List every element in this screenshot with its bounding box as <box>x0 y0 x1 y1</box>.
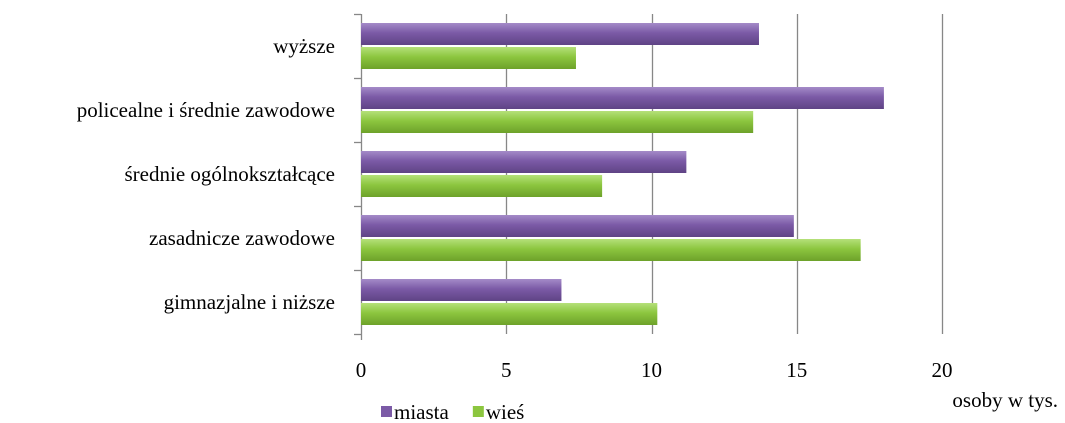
bar-wieś-4 <box>361 303 658 325</box>
legend: miasta wieś <box>381 400 524 423</box>
legend-label-wieś: wieś <box>486 400 525 423</box>
bar-miasta-0 <box>361 23 759 45</box>
bar-miasta-3 <box>361 215 794 237</box>
legend-swatch-miasta <box>381 406 392 417</box>
bar-wieś-3 <box>361 239 861 261</box>
bar-wieś-2 <box>361 175 603 197</box>
x-tick-label: 20 <box>932 358 953 382</box>
category-label: wyższe <box>273 34 335 58</box>
legend-swatch-wieś <box>472 406 484 417</box>
bars <box>361 23 884 325</box>
category-label: zasadnicze zawodowe <box>149 226 335 250</box>
category-label: gimnazjalne i niższe <box>164 290 335 314</box>
x-tick-labels: 0 5 10 15 20 <box>356 358 953 382</box>
bar-miasta-2 <box>361 151 687 173</box>
category-label: policealne i średnie zawodowe <box>77 98 335 122</box>
bar-miasta-4 <box>361 279 562 301</box>
category-labels: wyższe policealne i średnie zawodowe średn… <box>77 34 335 314</box>
bar-wieś-1 <box>361 111 754 133</box>
category-label: średnie ogólnokształcące <box>125 162 336 186</box>
x-tick-label: 10 <box>641 358 662 382</box>
category-axis <box>354 13 363 340</box>
bar-miasta-1 <box>361 87 884 109</box>
x-axis-title: osoby w tys. <box>952 388 1058 412</box>
x-tick-label: 0 <box>356 358 367 382</box>
x-tick-label: 15 <box>786 358 807 382</box>
bar-wieś-0 <box>361 47 576 69</box>
x-tick-label: 5 <box>501 358 512 382</box>
legend-label-miasta: miasta <box>394 400 449 423</box>
